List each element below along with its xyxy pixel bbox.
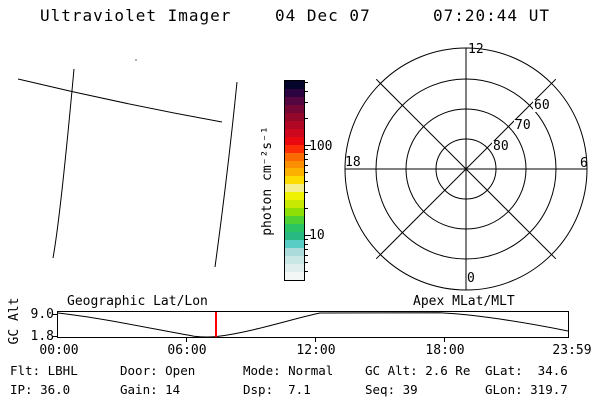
status-door: Door: Open <box>120 363 196 378</box>
colorbar-band <box>285 208 304 217</box>
orbit-xtick-mark-12 <box>315 338 316 342</box>
colorbar-band <box>285 136 304 145</box>
colorbar-band <box>285 128 304 137</box>
colorbar-minor-tick <box>305 181 308 182</box>
colorbar-axis-label: photon cm⁻²s⁻¹ <box>260 126 275 236</box>
colorbar-band <box>285 144 304 153</box>
status-seq: Seq: 39 <box>365 382 418 397</box>
status-ip: IP: 36.0 <box>10 382 71 397</box>
lat-label-70: 70 <box>514 118 532 133</box>
status-mode: Mode: Normal <box>243 363 334 378</box>
colorbar-minor-tick <box>305 91 308 92</box>
colorbar-minor-tick <box>305 102 308 103</box>
polar-plot-caption: Apex MLat/MLT <box>413 294 515 309</box>
colorbar-minor-tick <box>305 249 308 250</box>
orbit-xtick-0600: 06:00 <box>167 343 207 358</box>
orbit-xtick-mark-18 <box>444 338 445 342</box>
colorbar-band <box>285 255 304 264</box>
colorbar-band <box>285 81 304 89</box>
polar-plot <box>344 47 588 291</box>
page-title: Ultraviolet Imager <box>40 6 232 25</box>
orbit-xtick-1800: 18:00 <box>425 343 465 358</box>
latitude-grid-line-right <box>214 81 238 268</box>
orbit-plot-frame <box>57 311 569 338</box>
colorbar-minor-tick <box>305 192 308 193</box>
colorbar-band <box>285 176 304 185</box>
colorbar-minor-tick <box>305 149 308 150</box>
orbit-xtick-1200: 12:00 <box>296 343 336 358</box>
colorbar-minor-tick <box>305 271 308 272</box>
colorbar-band <box>285 224 304 233</box>
colorbar <box>284 80 305 281</box>
orbit-ytick-mark-top <box>53 314 57 315</box>
colorbar-band <box>285 200 304 209</box>
colorbar-minor-tick <box>305 255 308 256</box>
colorbar-minor-tick <box>305 262 308 263</box>
lat-label-60: 60 <box>533 98 551 113</box>
geographic-grid-panel <box>17 59 238 268</box>
header-time: 07:20:44 UT <box>433 6 550 25</box>
geographic-panel-caption: Geographic Lat/Lon <box>67 294 208 309</box>
orbit-xtick-2359: 23:59 <box>552 343 592 358</box>
colorbar-band <box>285 152 304 161</box>
gc-alt-curve <box>58 312 568 337</box>
colorbar-band <box>285 112 304 121</box>
status-gc-alt: GC Alt: 2.6 Re <box>365 363 471 378</box>
mlt-label-18: 18 <box>345 155 361 170</box>
colorbar-minor-tick <box>305 82 308 83</box>
longitude-grid-line <box>17 78 223 123</box>
colorbar-band <box>285 232 304 241</box>
colorbar-band <box>285 192 304 201</box>
status-glat: GLat: 34.6 <box>485 363 568 378</box>
colorbar-band <box>285 160 304 169</box>
status-dsp: Dsp: 7.1 <box>243 382 311 397</box>
colorbar-band <box>285 104 304 113</box>
colorbar-band <box>285 88 304 97</box>
mlt-label-6: 6 <box>580 156 588 171</box>
orbit-ylabel: GC Alt <box>7 297 22 345</box>
status-flt: Flt: LBHL <box>10 363 78 378</box>
colorbar-minor-tick <box>305 239 308 240</box>
colorbar-band <box>285 96 304 105</box>
star-pixel <box>135 59 137 61</box>
colorbar-band <box>285 240 304 249</box>
colorbar-major-tick <box>305 145 311 146</box>
colorbar-minor-tick <box>305 172 308 173</box>
header-date: 04 Dec 07 <box>275 6 371 25</box>
mlt-label-0: 0 <box>467 271 475 286</box>
orbit-xtick-mark-06 <box>186 338 187 342</box>
colorbar-tick-label-10: 10 <box>309 228 325 243</box>
orbit-ytick-bottom: 1.8 <box>30 329 54 344</box>
colorbar-band <box>285 271 304 280</box>
colorbar-band <box>285 263 304 272</box>
colorbar-minor-tick <box>305 118 308 119</box>
orbit-ytick-mark-bottom <box>53 336 57 337</box>
colorbar-minor-tick <box>305 165 308 166</box>
colorbar-band <box>285 184 304 193</box>
latitude-grid-line-left <box>52 68 75 259</box>
colorbar-band <box>285 120 304 129</box>
colorbar-tick-label-100: 100 <box>309 139 333 154</box>
orbit-ytick-top: 9.0 <box>30 307 54 322</box>
colorbar-band <box>285 168 304 177</box>
status-gain: Gain: 14 <box>120 382 181 397</box>
lat-label-80: 80 <box>492 139 510 154</box>
colorbar-minor-tick <box>305 208 308 209</box>
colorbar-minor-tick <box>305 244 308 245</box>
mlt-label-12: 12 <box>468 42 484 57</box>
orbit-xtick-0000: 00:00 <box>39 343 79 358</box>
colorbar-band <box>285 248 304 256</box>
mlt-spoke-diag-ne-sw <box>375 78 557 260</box>
status-glon: GLon: 319.7 <box>485 382 568 397</box>
colorbar-minor-tick <box>305 154 308 155</box>
orbit-altitude-curve <box>58 312 568 337</box>
colorbar-major-tick <box>305 235 311 236</box>
colorbar-band <box>285 216 304 225</box>
colorbar-minor-tick <box>305 159 308 160</box>
